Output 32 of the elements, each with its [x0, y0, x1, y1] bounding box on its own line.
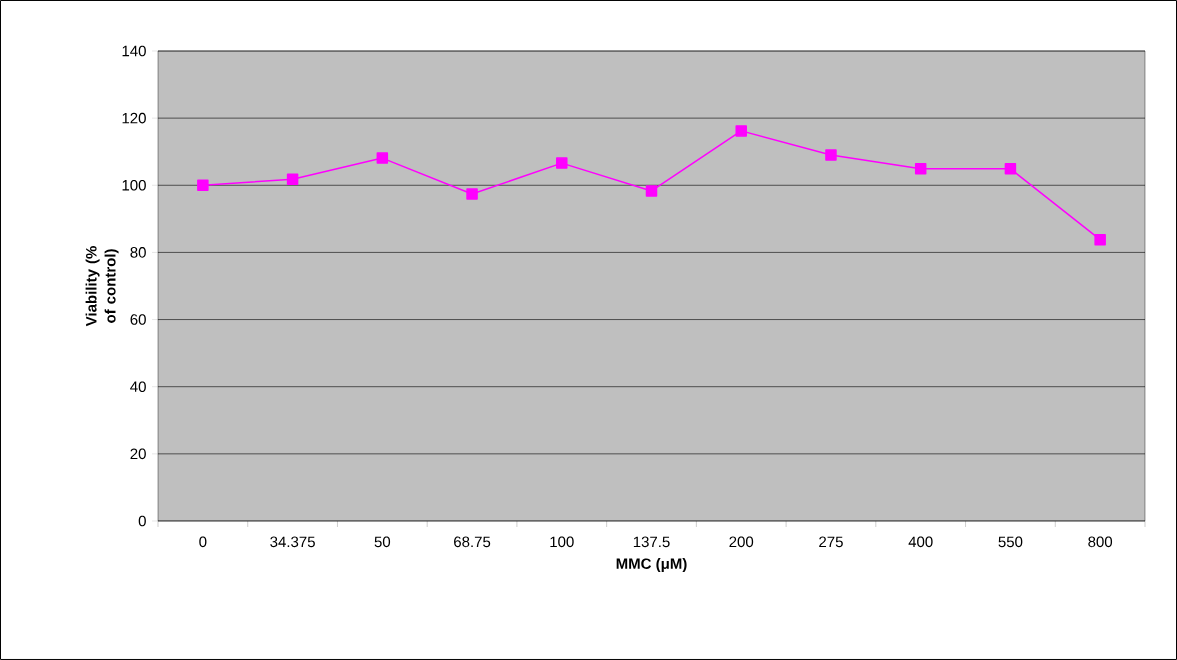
x-tick-label: 275 [819, 536, 843, 548]
point [556, 157, 568, 169]
x-tick-label: 800 [1088, 536, 1113, 548]
x-tick-label: 137.5 [633, 536, 670, 548]
point [645, 185, 658, 197]
x-tick-label: 34.375 [270, 536, 315, 548]
point [1094, 233, 1106, 246]
y-tick-label: 140 [122, 45, 146, 57]
x-tick-label: 68.75 [454, 536, 491, 548]
x-tick-label: 100 [550, 536, 574, 548]
point [1004, 163, 1017, 175]
y-tick-label: 120 [122, 112, 146, 124]
y-tick-label: 40 [130, 381, 146, 393]
point [914, 163, 927, 175]
y-tick-label: 100 [122, 179, 146, 191]
x-axis-title: MMC (μM) [616, 558, 687, 572]
point [735, 125, 747, 137]
y-tick-label: 80 [130, 247, 146, 258]
y-tick-label: 0 [138, 515, 146, 527]
point [197, 179, 209, 192]
y-tick-label: 60 [130, 314, 146, 325]
x-tick-label: 200 [729, 536, 754, 548]
point [466, 188, 478, 200]
x-tick-label: 0 [199, 536, 207, 548]
point [825, 149, 837, 161]
x-tick-label: 50 [374, 536, 391, 548]
y-tick-label: 20 [130, 448, 146, 460]
y-axis-title: Viability (% of control) [85, 246, 119, 327]
x-tick-label: 550 [998, 536, 1023, 548]
point [286, 173, 299, 185]
point [376, 152, 389, 164]
x-tick-label: 400 [908, 536, 933, 548]
